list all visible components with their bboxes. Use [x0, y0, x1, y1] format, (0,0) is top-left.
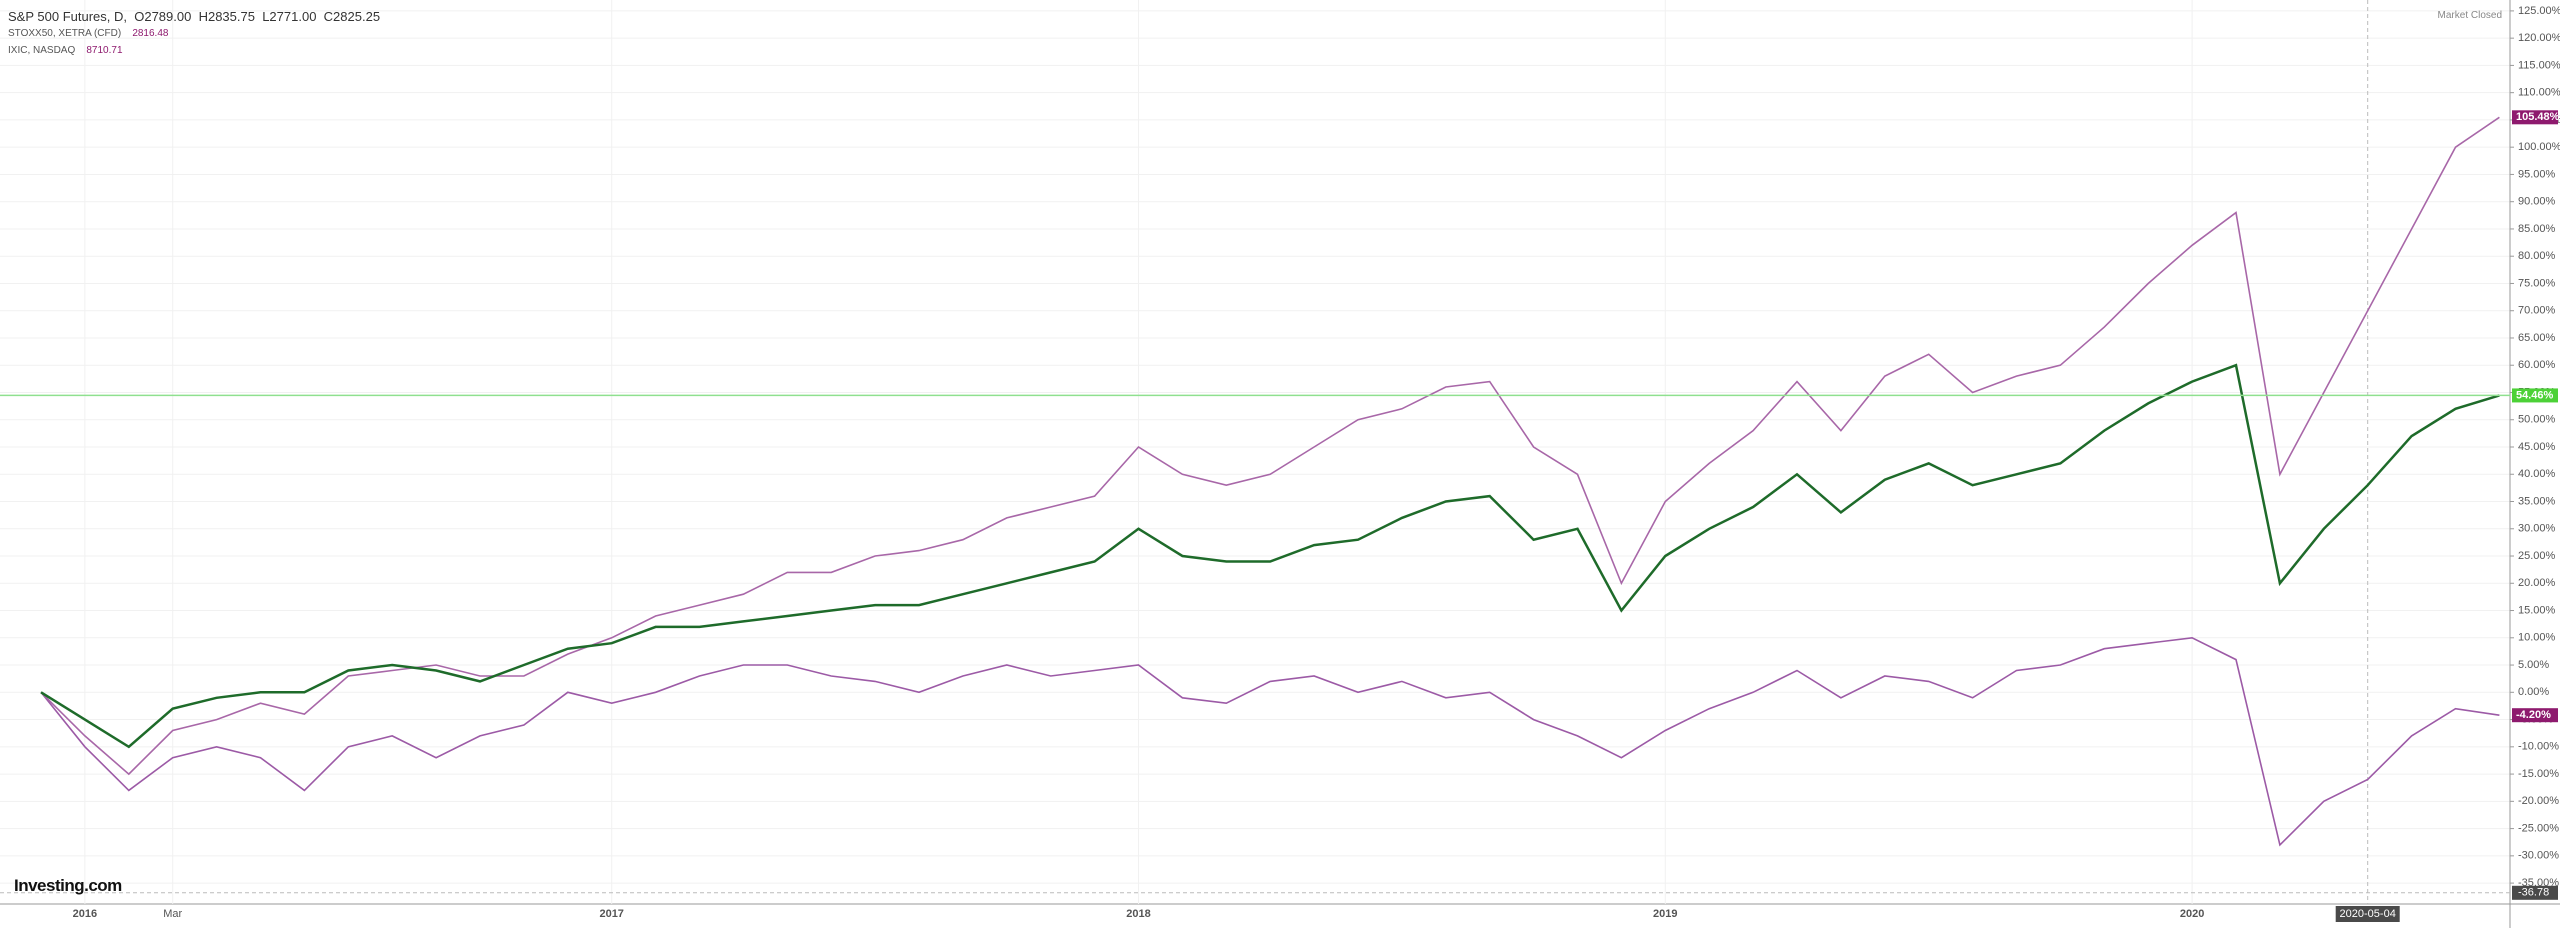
y-tick-label: 75.00%	[2518, 277, 2556, 289]
y-tick-label: -15.00%	[2518, 768, 2559, 780]
y-tick-label: 65.00%	[2518, 332, 2556, 344]
y-tick-label: 125.00%	[2518, 5, 2560, 17]
y-tick-label: 5.00%	[2518, 659, 2549, 671]
crosshair-value-label: -36.78	[2518, 887, 2549, 899]
y-tick-label: -10.00%	[2518, 741, 2559, 753]
y-tick-label: 20.00%	[2518, 577, 2556, 589]
y-tick-label: 85.00%	[2518, 223, 2556, 235]
x-tick-label: 2018	[1126, 908, 1150, 920]
compare-name: IXIC, NASDAQ	[8, 45, 76, 56]
y-tick-label: -20.00%	[2518, 795, 2559, 807]
compare-value: 8710.71	[86, 45, 123, 56]
x-tick-label: 2017	[599, 908, 623, 920]
value-label-box	[2512, 110, 2558, 125]
y-tick-label: 50.00%	[2518, 414, 2556, 426]
ohlc: L2771.00	[262, 9, 317, 24]
y-tick-label: 15.00%	[2518, 604, 2556, 616]
y-tick-label: -25.00%	[2518, 822, 2559, 834]
series-line	[40, 636, 2500, 847]
y-tick-label: 10.00%	[2518, 632, 2556, 644]
y-tick-label: 110.00%	[2518, 87, 2560, 99]
ohlc: C2825.25	[323, 9, 381, 24]
y-tick-label: -30.00%	[2518, 850, 2559, 862]
symbol: S&P 500 Futures, D,	[8, 9, 127, 24]
y-tick-label: 95.00%	[2518, 168, 2556, 180]
value-label: -4.20%	[2516, 709, 2551, 721]
value-label: 105.48%	[2516, 111, 2560, 123]
x-tick-label: 2019	[1653, 908, 1677, 920]
value-label-box	[2512, 708, 2558, 723]
ohlc: H2835.75	[198, 9, 255, 24]
crosshair-value-box	[2512, 885, 2558, 900]
y-tick-label: 25.00%	[2518, 550, 2556, 562]
y-tick-label: 70.00%	[2518, 305, 2556, 317]
legend: S&P 500 Futures, D, O2789.00 H2835.75 L2…	[8, 8, 380, 59]
y-tick-label: 0.00%	[2518, 686, 2549, 698]
y-tick-label: 40.00%	[2518, 468, 2556, 480]
y-tick-label: 35.00%	[2518, 495, 2556, 507]
compare-value: 2816.48	[132, 28, 169, 39]
y-tick-label: 90.00%	[2518, 196, 2556, 208]
y-tick-label: 30.00%	[2518, 523, 2556, 535]
crosshair-date-box	[2335, 906, 2400, 922]
logo: Investing.com	[14, 876, 122, 895]
crosshair-date-label: 2020-05-04	[2340, 908, 2396, 920]
series-line	[40, 116, 2500, 776]
y-tick-label: 120.00%	[2518, 32, 2560, 44]
x-tick-label: 2020	[2180, 908, 2204, 920]
compare-row: IXIC, NASDAQ 8710.71	[8, 42, 380, 59]
main-symbol-row: S&P 500 Futures, D, O2789.00 H2835.75 L2…	[8, 8, 380, 25]
compare-row: STOXX50, XETRA (CFD) 2816.48	[8, 25, 380, 42]
ohlc: O2789.00	[134, 9, 192, 24]
value-label: 54.46%	[2516, 389, 2554, 401]
x-tick-label: 2016	[73, 908, 97, 920]
x-tick-label: Mar	[163, 908, 182, 920]
y-tick-label: 45.00%	[2518, 441, 2556, 453]
y-tick-label: 115.00%	[2518, 59, 2560, 71]
value-label-box	[2512, 388, 2558, 403]
compare-name: STOXX50, XETRA (CFD)	[8, 28, 122, 39]
y-tick-label: 60.00%	[2518, 359, 2556, 371]
market-status: Market Closed	[2437, 10, 2502, 21]
series-line	[40, 363, 2500, 749]
y-tick-label: 100.00%	[2518, 141, 2560, 153]
y-tick-label: 80.00%	[2518, 250, 2556, 262]
